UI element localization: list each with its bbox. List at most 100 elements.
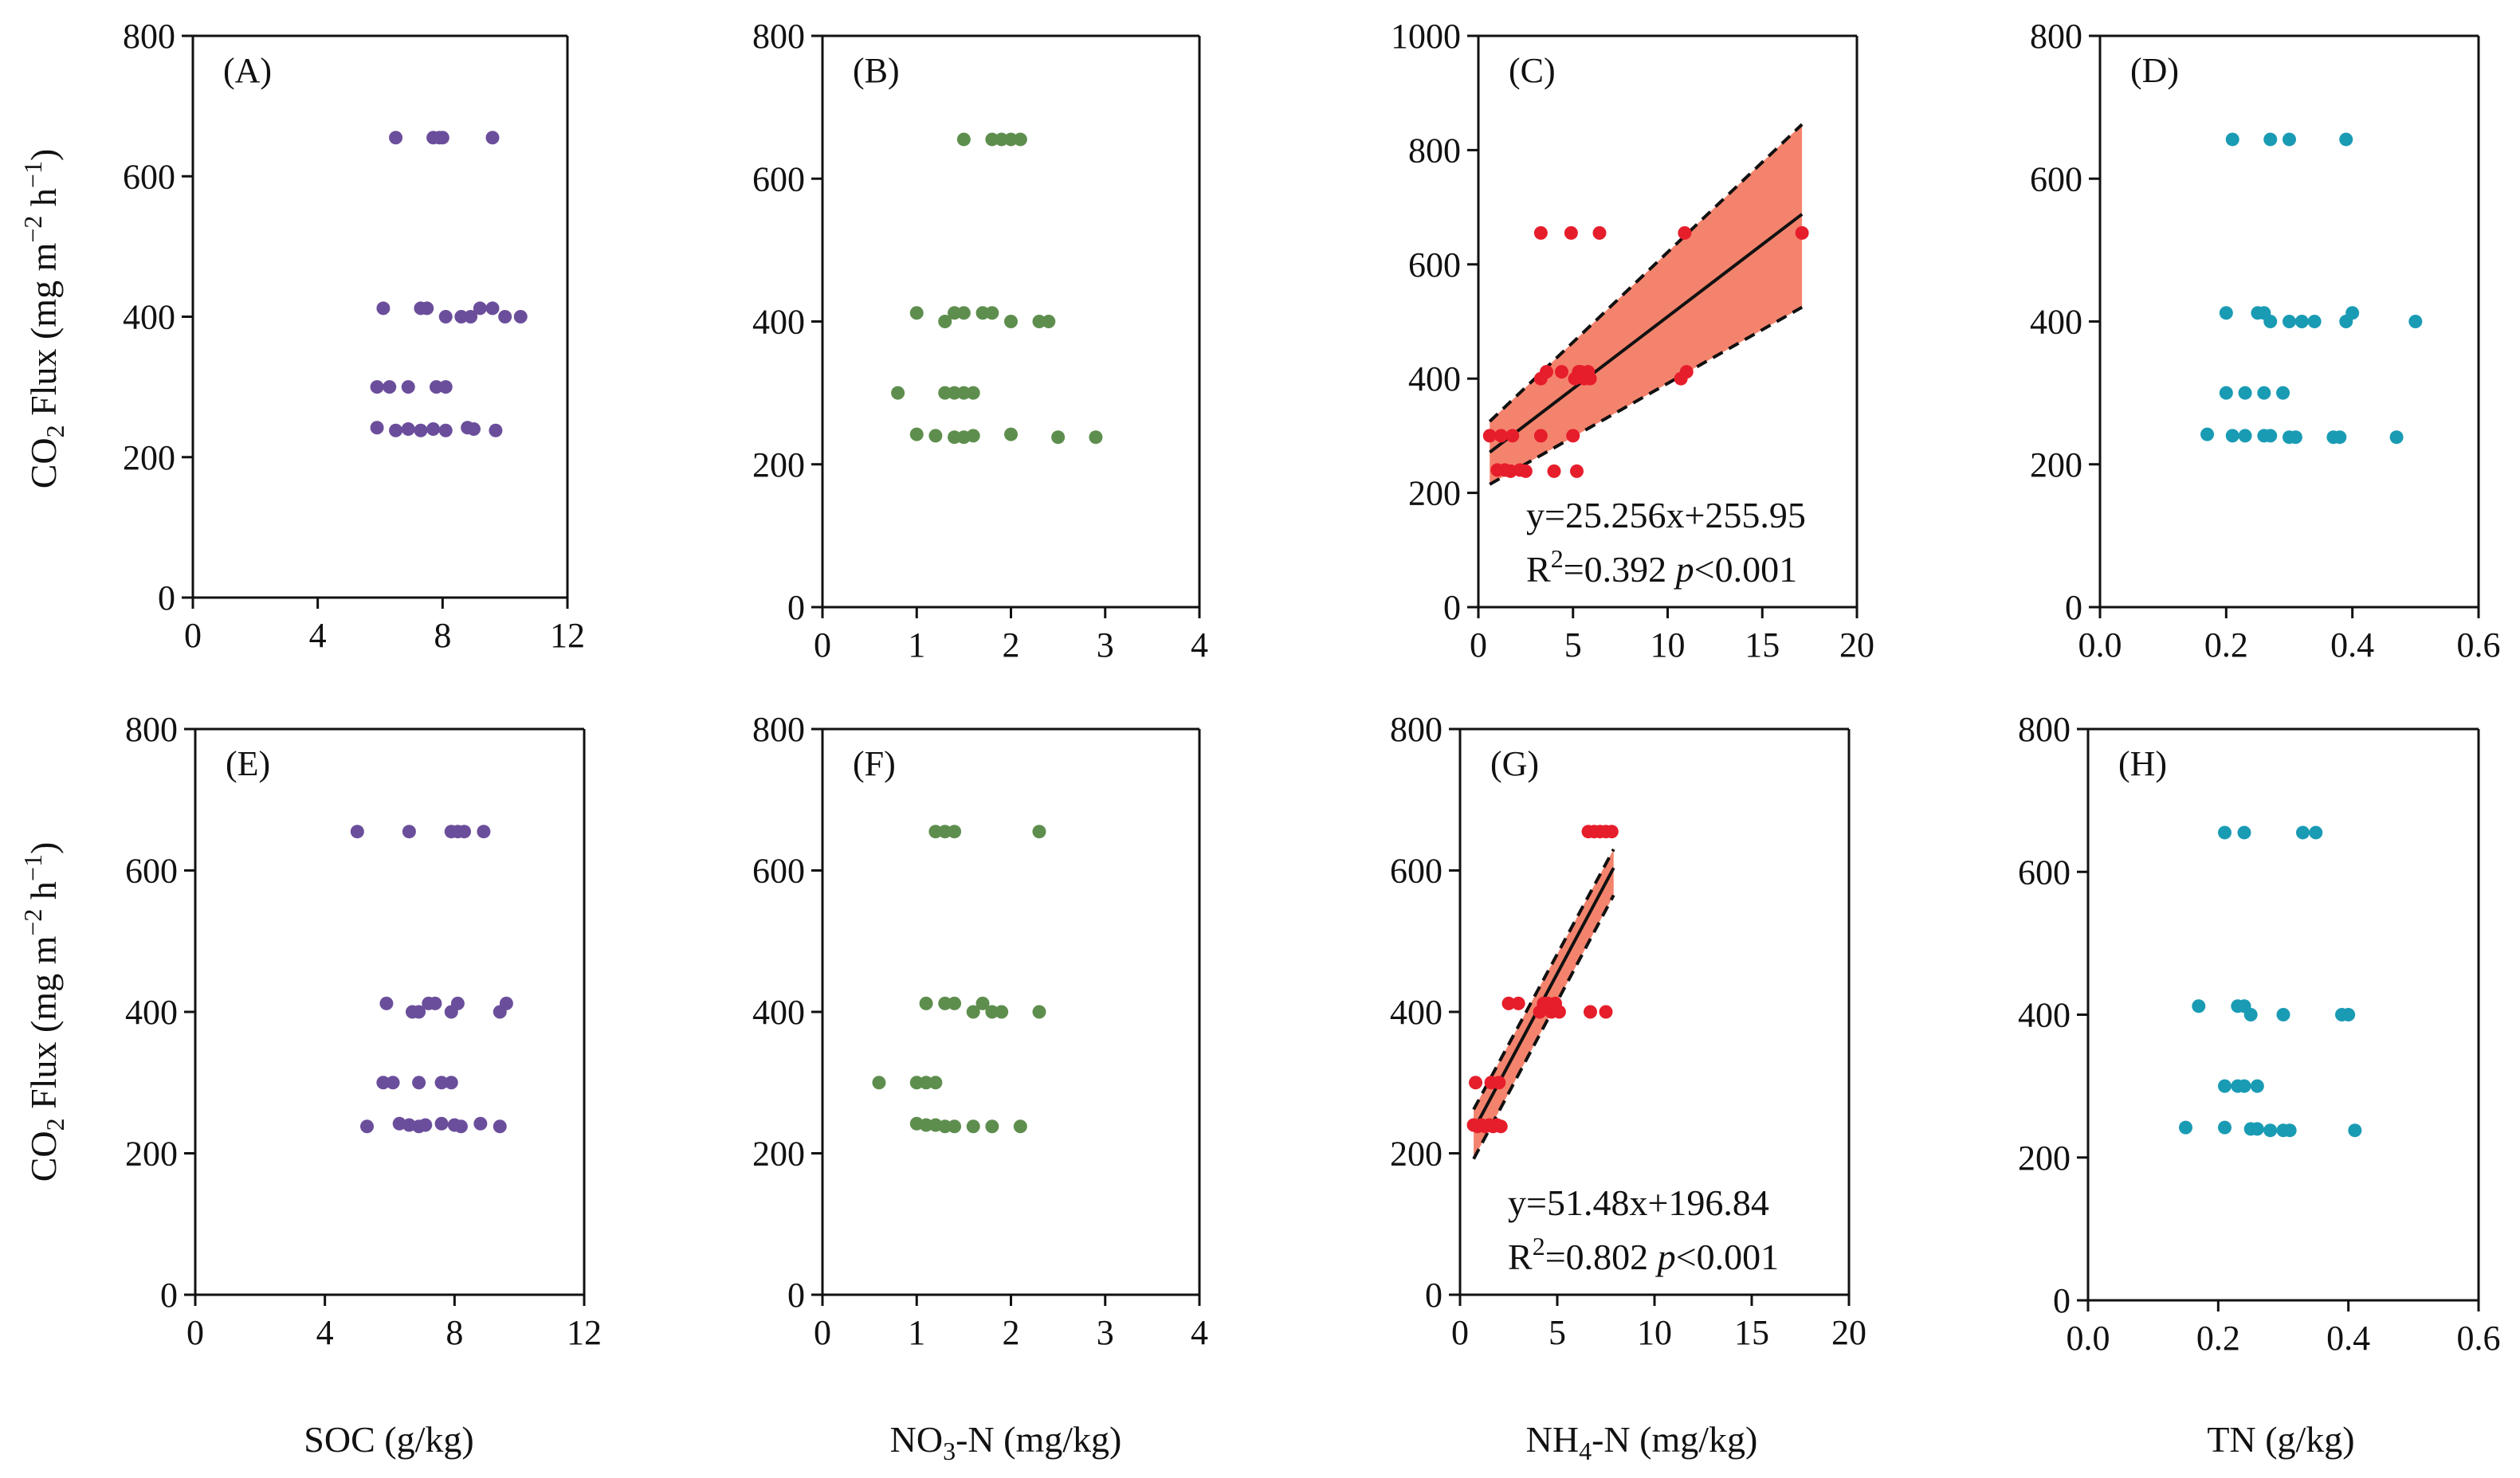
x-tick-label: 0.2 <box>2196 1319 2240 1358</box>
y-tick-label: 1000 <box>1391 17 1461 56</box>
y-tick-label: 200 <box>1408 474 1461 513</box>
data-point <box>2218 1120 2231 1135</box>
panel-h: 0 200 400 600 800 0.0 0.2 0.4 0.6 (H) <box>2018 710 2501 1358</box>
regression-equation: y=51.48x+196.84 <box>1508 1182 1769 1223</box>
data-point <box>1004 427 1018 441</box>
panel-label: (H) <box>2118 744 2167 783</box>
data-point <box>457 825 472 839</box>
data-point <box>2219 386 2233 400</box>
y-tick-label: 200 <box>123 438 175 477</box>
x-tick-label: 0 <box>1451 1313 1469 1352</box>
data-point <box>995 132 1009 147</box>
x-tick-label: 4 <box>309 616 327 655</box>
data-point <box>1564 225 1578 240</box>
x-tick-label: 3 <box>1097 1313 1114 1352</box>
x-tick-label: 4 <box>1191 1313 1208 1352</box>
y-tick-label: 800 <box>2030 17 2082 56</box>
data-point <box>1042 315 1056 328</box>
data-point <box>975 306 990 320</box>
y-tick-label: 800 <box>752 710 805 749</box>
panel-label: (D) <box>2130 51 2179 90</box>
x-tick-label: 12 <box>567 1313 602 1352</box>
data-point <box>2408 315 2423 328</box>
data-point <box>966 1119 980 1134</box>
data-point <box>489 423 503 437</box>
data-point <box>438 380 453 394</box>
xlabel-nh4-n: NH4-N (mg/kg) <box>1526 1419 1758 1465</box>
data-point <box>1505 429 1520 443</box>
data-point <box>2309 825 2323 840</box>
ylabel-top-row: CO2 Flux (mg m−2 h−1) <box>18 149 69 489</box>
x-tick-label: 15 <box>1734 1313 1769 1352</box>
r2-p-annotation: R2=0.392 p<0.001 <box>1526 544 1797 590</box>
x-tick-label: 20 <box>1839 625 1874 665</box>
data-point <box>909 427 924 441</box>
data-point <box>985 1005 999 1019</box>
x-tick-label: 1 <box>908 1313 925 1352</box>
y-tick-label: 400 <box>752 303 805 342</box>
x-tick-label: 0 <box>1470 625 1487 665</box>
data-point <box>428 996 442 1010</box>
data-point <box>1570 464 1584 478</box>
data-point <box>444 1076 458 1090</box>
panel-label: (B) <box>853 51 900 90</box>
x-tick-label: 0.4 <box>2326 1319 2370 1358</box>
regression-line <box>1489 213 1804 454</box>
ci-upper-line <box>1488 123 1804 423</box>
data-point <box>376 1076 391 1090</box>
y-tick-label: 0 <box>787 588 805 627</box>
data-point <box>948 430 962 445</box>
y-tick-label: 200 <box>1390 1135 1443 1174</box>
data-point <box>2276 386 2290 400</box>
data-point <box>386 1076 400 1090</box>
data-point <box>956 132 971 147</box>
data-point <box>2263 315 2278 328</box>
data-point <box>1566 429 1580 443</box>
data-point <box>1518 464 1533 478</box>
panel-label: (E) <box>226 744 270 783</box>
data-point <box>426 422 441 436</box>
data-point <box>370 421 384 435</box>
data-point <box>985 306 999 320</box>
x-tick-label: 10 <box>1651 625 1686 665</box>
y-tick-label: 800 <box>1408 131 1461 170</box>
data-point <box>2348 1123 2362 1138</box>
y-tick-label: 0 <box>2065 588 2082 627</box>
data-point <box>389 131 403 145</box>
x-tick-label: 3 <box>1097 625 1114 665</box>
data-point <box>928 429 943 443</box>
panel-e: 0 200 400 600 800 0 4 8 12 (E) <box>125 710 602 1352</box>
data-point <box>948 825 962 839</box>
y-tick-label: 200 <box>752 1135 805 1174</box>
data-point <box>414 423 428 437</box>
data-point <box>2276 1008 2290 1021</box>
data-point <box>2250 1122 2264 1136</box>
y-tick-label: 800 <box>2018 710 2071 749</box>
y-tick-label: 800 <box>752 17 805 56</box>
panel-label: (A) <box>223 51 272 90</box>
y-tick-label: 0 <box>158 578 175 617</box>
data-point <box>1482 429 1497 443</box>
y-tick-label: 200 <box>125 1135 178 1174</box>
data-point <box>420 301 434 316</box>
data-point <box>2192 999 2206 1013</box>
y-tick-label: 0 <box>2053 1281 2071 1320</box>
regression-equation: y=25.256x+255.95 <box>1526 495 1806 535</box>
y-tick-label: 600 <box>2030 159 2082 198</box>
data-point <box>498 310 512 323</box>
x-tick-label: 0.0 <box>2078 625 2122 665</box>
y-tick-label: 0 <box>787 1276 805 1315</box>
data-point <box>1547 464 1561 478</box>
data-point <box>2200 427 2215 441</box>
y-tick-label: 600 <box>752 159 805 198</box>
data-point <box>434 1076 449 1090</box>
panel-g: 0 200 400 600 800 0 5 10 15 20 (G) y=51.48x+196.84 R… <box>1390 710 1866 1352</box>
x-tick-label: 0 <box>184 616 202 655</box>
confidence-band <box>1490 124 1803 484</box>
data-point <box>450 996 465 1010</box>
data-point <box>2218 1079 2231 1093</box>
data-point <box>1032 825 1046 839</box>
x-tick-label: 0.2 <box>2204 625 2248 665</box>
data-point <box>485 301 500 316</box>
data-point <box>872 1076 886 1090</box>
